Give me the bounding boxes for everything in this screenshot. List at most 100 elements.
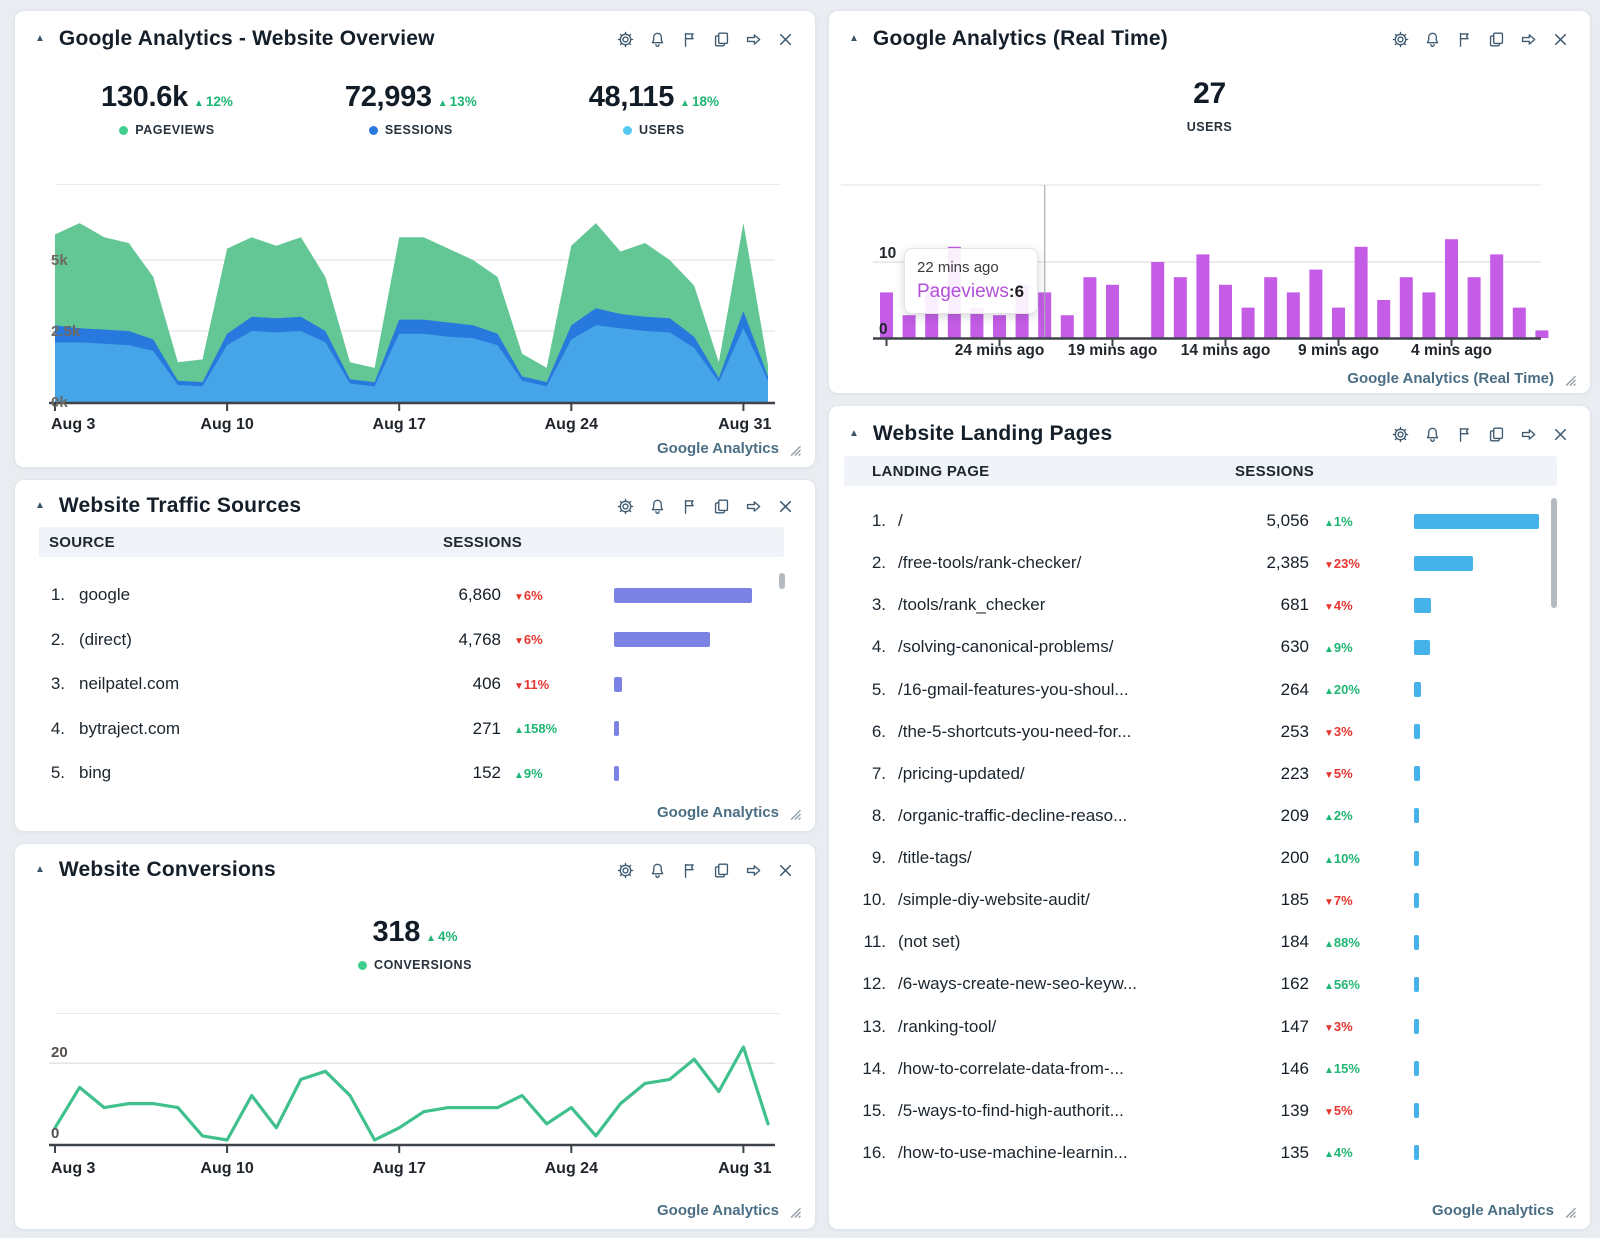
table-row: 4. bytraject.com 271 ▲158% bbox=[39, 714, 784, 744]
flag-icon[interactable] bbox=[680, 861, 699, 880]
row-sessions-value: 271 bbox=[472, 718, 501, 738]
panel-footer: Google Analytics bbox=[657, 1202, 801, 1219]
duplicate-icon[interactable] bbox=[1487, 425, 1506, 444]
column-header-sessions: SESSIONS bbox=[1235, 462, 1315, 480]
share-icon[interactable] bbox=[744, 30, 763, 49]
share-icon[interactable] bbox=[744, 497, 763, 516]
overview-area-chart[interactable]: Aug 3 Aug 10 Aug 17 Aug 24 Aug 31 0k 2.5k 5k bbox=[45, 187, 785, 442]
row-name: neilpatel.com bbox=[79, 674, 180, 693]
divider bbox=[55, 1013, 781, 1014]
row-rank: 2. bbox=[871, 553, 886, 573]
share-icon[interactable] bbox=[1519, 425, 1538, 444]
delta-arrow-icon: ▲ bbox=[514, 769, 524, 781]
settings-icon[interactable] bbox=[1391, 425, 1410, 444]
row-rank: 6. bbox=[871, 721, 886, 741]
row-bar-box bbox=[1414, 976, 1557, 992]
share-icon[interactable] bbox=[1519, 30, 1538, 49]
duplicate-icon[interactable] bbox=[1487, 30, 1506, 49]
settings-icon[interactable] bbox=[616, 30, 635, 49]
flag-icon[interactable] bbox=[680, 497, 699, 516]
svg-text:0: 0 bbox=[51, 1125, 59, 1142]
row-name: /tools/rank_checker bbox=[898, 595, 1046, 615]
row-sessions-value: 253 bbox=[1280, 721, 1309, 741]
row-delta: ▲2% bbox=[1324, 808, 1353, 824]
notifications-icon[interactable] bbox=[1423, 425, 1442, 444]
metric-value: 72,993 bbox=[344, 81, 432, 113]
metric-label: CONVERSIONS bbox=[374, 958, 472, 972]
duplicate-icon[interactable] bbox=[712, 861, 731, 880]
row-bar-box bbox=[1414, 766, 1557, 782]
row-name: /the-5-shortcuts-you-need-for... bbox=[898, 721, 1132, 741]
notifications-icon[interactable] bbox=[1423, 30, 1442, 49]
table-row: 8. /organic-traffic-decline-reaso... 209… bbox=[844, 801, 1557, 831]
collapse-icon[interactable]: ▲ bbox=[35, 500, 45, 511]
close-icon[interactable] bbox=[1551, 425, 1570, 444]
panel-footer: Google Analytics bbox=[657, 440, 801, 457]
duplicate-icon[interactable] bbox=[712, 30, 731, 49]
svg-text:Aug 17: Aug 17 bbox=[373, 1160, 426, 1177]
legend-dot bbox=[368, 125, 378, 135]
svg-text:Aug 31: Aug 31 bbox=[718, 1160, 771, 1177]
row-bar-box bbox=[614, 632, 784, 647]
notifications-icon[interactable] bbox=[648, 30, 667, 49]
row-name: /how-to-correlate-data-from-... bbox=[898, 1058, 1124, 1078]
svg-text:19 mins ago: 19 mins ago bbox=[1068, 342, 1158, 359]
row-rank: 13. bbox=[862, 1016, 886, 1036]
row-name: / bbox=[898, 511, 903, 530]
duplicate-icon[interactable] bbox=[712, 497, 731, 516]
close-icon[interactable] bbox=[776, 497, 795, 516]
row-rank: 1. bbox=[50, 585, 65, 604]
collapse-icon[interactable]: ▲ bbox=[849, 33, 859, 44]
notifications-icon[interactable] bbox=[648, 497, 667, 516]
close-icon[interactable] bbox=[776, 861, 795, 880]
conversions-line-chart[interactable]: Aug 3 Aug 10 Aug 17 Aug 24 Aug 31 0 20 bbox=[45, 1026, 785, 1186]
resize-handle-icon[interactable] bbox=[786, 441, 801, 456]
collapse-icon[interactable]: ▲ bbox=[35, 864, 45, 875]
sessions-bar bbox=[614, 765, 619, 781]
close-icon[interactable] bbox=[776, 30, 795, 49]
row-name: /how-to-use-machine-learnin... bbox=[898, 1142, 1128, 1162]
metrics-row: 130.6k ▲ 12% PAGEVIEWS 72,993 ▲ 13% SESSIO… bbox=[15, 51, 815, 137]
table-row: 7. /pricing-updated/ 223 ▼5% bbox=[844, 759, 1557, 789]
svg-text:Aug 24: Aug 24 bbox=[545, 416, 598, 433]
scrollbar-thumb[interactable] bbox=[779, 573, 785, 589]
row-bar-box bbox=[1414, 934, 1557, 950]
row-bar-box bbox=[1414, 850, 1557, 866]
row-delta: ▼11% bbox=[514, 676, 550, 692]
resize-handle-icon[interactable] bbox=[1561, 371, 1576, 386]
tooltip-time: 22 mins ago bbox=[917, 259, 999, 276]
notifications-icon[interactable] bbox=[648, 861, 667, 880]
svg-text:5k: 5k bbox=[51, 252, 68, 269]
collapse-icon[interactable]: ▲ bbox=[35, 33, 45, 44]
legend-dot bbox=[358, 960, 368, 970]
row-delta: ▼5% bbox=[1324, 766, 1353, 782]
settings-icon[interactable] bbox=[1391, 30, 1410, 49]
row-rank: 4. bbox=[50, 718, 65, 738]
collapse-icon[interactable]: ▲ bbox=[849, 428, 859, 439]
row-bar-box bbox=[614, 676, 784, 692]
flag-icon[interactable] bbox=[1455, 425, 1474, 444]
close-icon[interactable] bbox=[1551, 30, 1570, 49]
metric-label: USERS bbox=[639, 123, 685, 137]
resize-handle-icon[interactable] bbox=[786, 1203, 801, 1218]
row-sessions-value: 146 bbox=[1280, 1058, 1309, 1078]
metric: 27 USERS bbox=[829, 77, 1590, 134]
row-sessions-value: 135 bbox=[1280, 1142, 1309, 1162]
row-rank: 7. bbox=[871, 763, 886, 783]
scrollbar-thumb[interactable] bbox=[1551, 498, 1557, 608]
resize-handle-icon[interactable] bbox=[1561, 1203, 1576, 1218]
flag-icon[interactable] bbox=[1455, 30, 1474, 49]
landing-pages-table: 1. / 5,056 ▲1% 2. /free-tools/rank-check… bbox=[844, 506, 1557, 1168]
settings-icon[interactable] bbox=[616, 497, 635, 516]
row-sessions-value: 139 bbox=[1280, 1100, 1309, 1120]
resize-handle-icon[interactable] bbox=[786, 805, 801, 820]
flag-icon[interactable] bbox=[680, 30, 699, 49]
delta-arrow-icon: ▲ bbox=[437, 98, 448, 109]
table-header: LANDING PAGE SESSIONS bbox=[844, 456, 1557, 486]
row-name: google bbox=[79, 585, 131, 604]
panel-actions bbox=[616, 497, 795, 516]
panel-title: Google Analytics (Real Time) bbox=[872, 27, 1168, 50]
settings-icon[interactable] bbox=[616, 861, 635, 880]
share-icon[interactable] bbox=[744, 861, 763, 880]
